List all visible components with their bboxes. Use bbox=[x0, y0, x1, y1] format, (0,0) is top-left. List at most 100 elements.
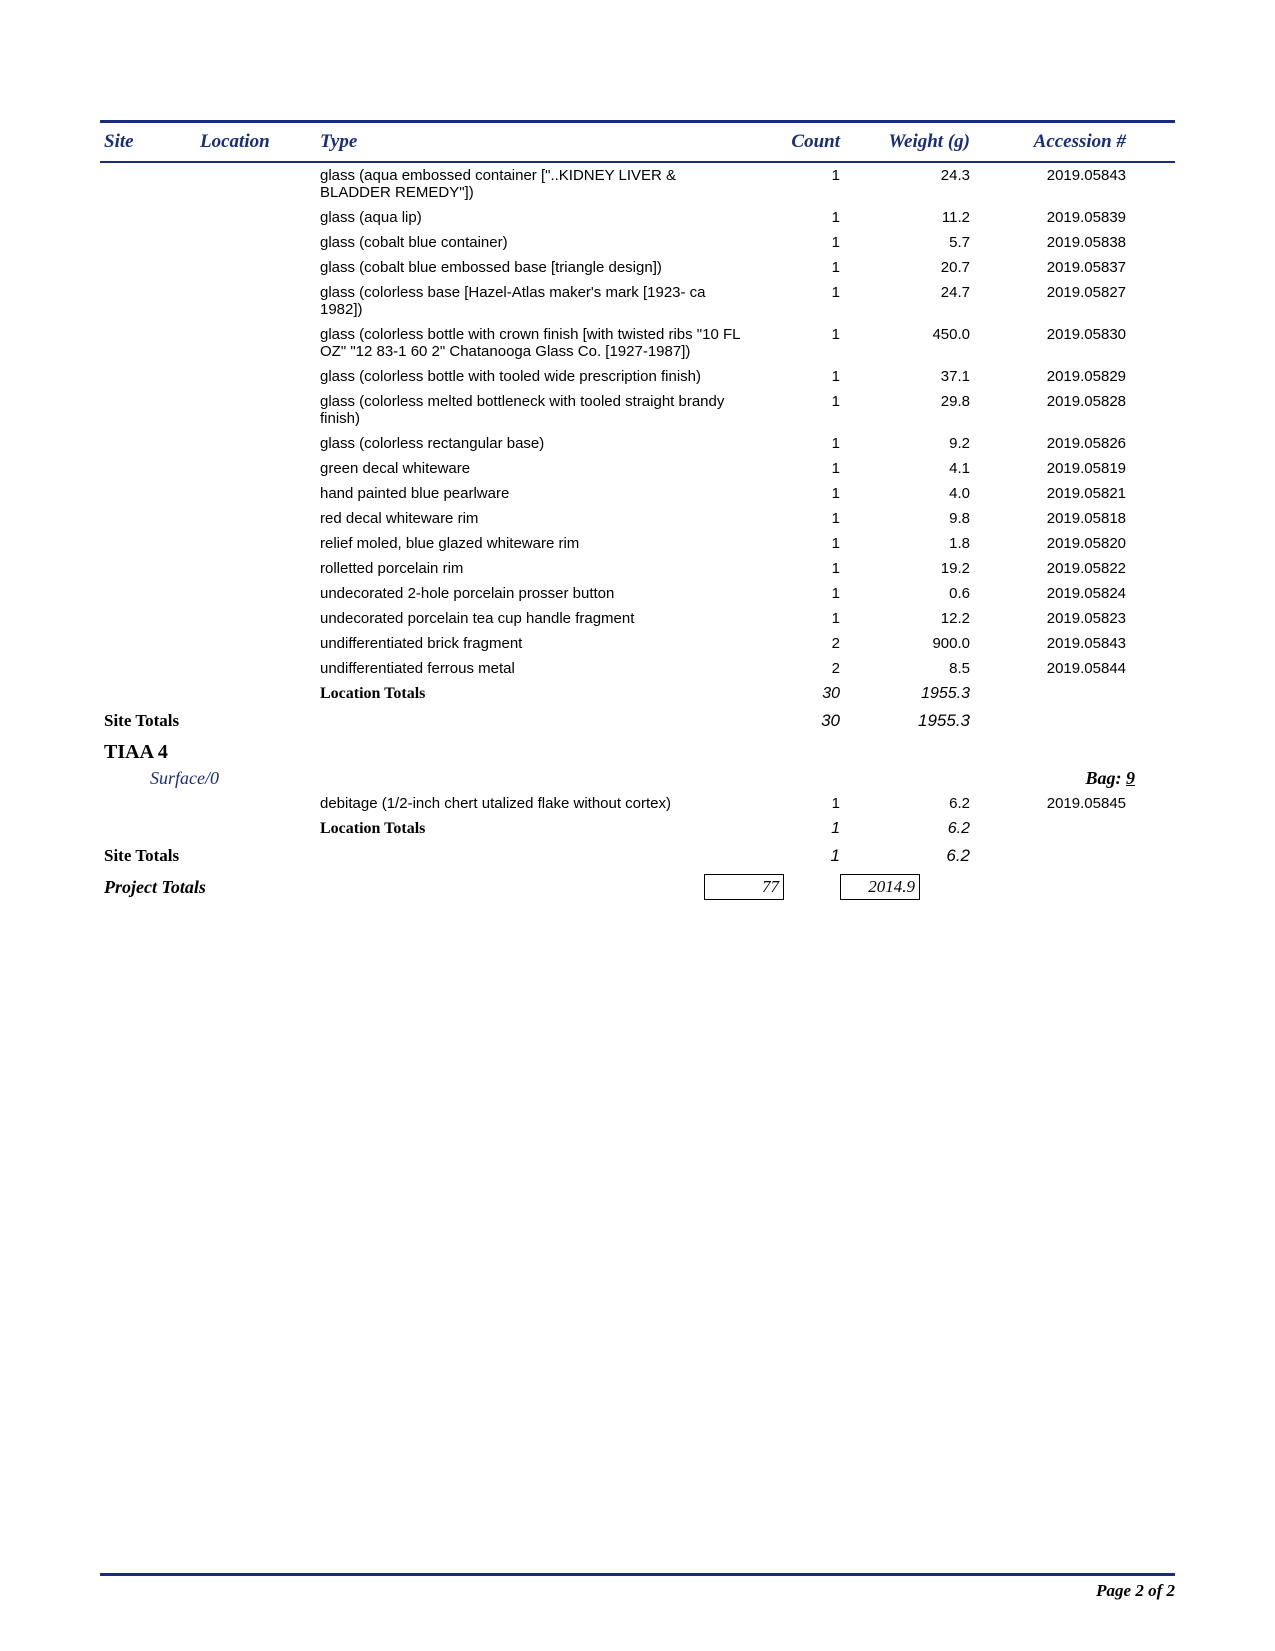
cell-type: glass (aqua embossed container ["..KIDNE… bbox=[320, 167, 750, 201]
site-totals-weight: 1955.3 bbox=[840, 711, 970, 731]
cell-weight: 24.7 bbox=[840, 284, 970, 318]
cell-type: glass (colorless bottle with tooled wide… bbox=[320, 368, 750, 385]
cell-accession: 2019.05821 bbox=[970, 485, 1130, 502]
project-totals-row: Project Totals 77 2014.9 bbox=[100, 870, 1175, 904]
cell-weight: 1.8 bbox=[840, 535, 970, 552]
cell-accession: 2019.05844 bbox=[970, 660, 1130, 677]
table-row: red decal whiteware rim19.82019.05818 bbox=[100, 506, 1175, 531]
cell-weight: 20.7 bbox=[840, 259, 970, 276]
table-row: undecorated 2-hole porcelain prosser but… bbox=[100, 581, 1175, 606]
table-row: debitage (1/2-inch chert utalized flake … bbox=[100, 791, 1175, 816]
table-row: relief moled, blue glazed whiteware rim 1… bbox=[100, 531, 1175, 556]
cell-count: 2 bbox=[750, 660, 840, 677]
cell-weight: 9.8 bbox=[840, 510, 970, 527]
cell-weight: 4.0 bbox=[840, 485, 970, 502]
bag-number: 9 bbox=[1126, 768, 1135, 788]
table-row: undifferentiated brick fragment2900.0201… bbox=[100, 631, 1175, 656]
cell-accession: 2019.05819 bbox=[970, 460, 1130, 477]
cell-count: 1 bbox=[750, 368, 840, 385]
table-row: glass (colorless bottle with crown finis… bbox=[100, 322, 1175, 364]
location-totals-label: Location Totals bbox=[320, 820, 750, 838]
cell-type: glass (aqua lip) bbox=[320, 209, 750, 226]
cell-weight: 8.5 bbox=[840, 660, 970, 677]
location-totals-count: 1 bbox=[750, 820, 840, 838]
cell-accession: 2019.05830 bbox=[970, 326, 1130, 360]
table-header: Site Location Type Count Weight (g) Acce… bbox=[100, 120, 1175, 163]
location-totals-row-1: Location Totals 30 1955.3 bbox=[100, 681, 1175, 707]
cell-weight: 450.0 bbox=[840, 326, 970, 360]
table-row: hand painted blue pearlware14.02019.0582… bbox=[100, 481, 1175, 506]
cell-weight: 11.2 bbox=[840, 209, 970, 226]
location-totals-weight: 6.2 bbox=[840, 820, 970, 838]
site-totals-label: Site Totals bbox=[100, 711, 750, 731]
surface-row-2: Surface/0 Bag: 9 bbox=[100, 766, 1175, 791]
cell-type: undecorated porcelain tea cup handle fra… bbox=[320, 610, 750, 627]
cell-weight: 19.2 bbox=[840, 560, 970, 577]
cell-accession: 2019.05843 bbox=[970, 167, 1130, 201]
cell-count: 1 bbox=[750, 585, 840, 602]
cell-count: 1 bbox=[750, 485, 840, 502]
data-rows-section-2: debitage (1/2-inch chert utalized flake … bbox=[100, 791, 1175, 816]
bag-prefix: Bag: bbox=[1086, 768, 1127, 788]
cell-accession: 2019.05826 bbox=[970, 435, 1130, 452]
cell-accession: 2019.05845 bbox=[970, 795, 1130, 812]
cell-count: 1 bbox=[750, 259, 840, 276]
cell-accession: 2019.05820 bbox=[970, 535, 1130, 552]
cell-weight: 5.7 bbox=[840, 234, 970, 251]
project-totals-weight: 2014.9 bbox=[840, 874, 920, 900]
table-row: glass (colorless bottle with tooled wide… bbox=[100, 364, 1175, 389]
site-totals-row-2: Site Totals 1 6.2 bbox=[100, 842, 1175, 870]
cell-accession: 2019.05843 bbox=[970, 635, 1130, 652]
header-type: Type bbox=[320, 131, 750, 153]
project-totals-count: 77 bbox=[704, 874, 784, 900]
cell-count: 1 bbox=[750, 326, 840, 360]
cell-count: 2 bbox=[750, 635, 840, 652]
page-container: Site Location Type Count Weight (g) Acce… bbox=[0, 0, 1275, 964]
cell-count: 1 bbox=[750, 209, 840, 226]
header-count: Count bbox=[750, 131, 840, 153]
data-rows-section-1: glass (aqua embossed container ["..KIDNE… bbox=[100, 163, 1175, 681]
cell-accession: 2019.05838 bbox=[970, 234, 1130, 251]
cell-count: 1 bbox=[750, 167, 840, 201]
cell-type: glass (cobalt blue embossed base [triang… bbox=[320, 259, 750, 276]
cell-count: 1 bbox=[750, 510, 840, 527]
header-weight: Weight (g) bbox=[840, 131, 970, 153]
bag-label: Bag: 9 bbox=[1086, 768, 1176, 789]
cell-count: 1 bbox=[750, 460, 840, 477]
cell-weight: 24.3 bbox=[840, 167, 970, 201]
cell-count: 1 bbox=[750, 393, 840, 427]
cell-weight: 0.6 bbox=[840, 585, 970, 602]
page-number: Page 2 of 2 bbox=[1096, 1581, 1175, 1601]
cell-weight: 9.2 bbox=[840, 435, 970, 452]
surface-label: Surface/0 bbox=[150, 768, 1086, 789]
header-accession: Accession # bbox=[970, 131, 1130, 153]
cell-count: 1 bbox=[750, 610, 840, 627]
table-row: rolletted porcelain rim119.22019.05822 bbox=[100, 556, 1175, 581]
cell-type: undifferentiated brick fragment bbox=[320, 635, 750, 652]
cell-accession: 2019.05839 bbox=[970, 209, 1130, 226]
cell-type: undecorated 2-hole porcelain prosser but… bbox=[320, 585, 750, 602]
cell-type: hand painted blue pearlware bbox=[320, 485, 750, 502]
cell-accession: 2019.05837 bbox=[970, 259, 1130, 276]
cell-accession: 2019.05827 bbox=[970, 284, 1130, 318]
cell-type: glass (colorless rectangular base) bbox=[320, 435, 750, 452]
cell-count: 1 bbox=[750, 560, 840, 577]
cell-accession: 2019.05824 bbox=[970, 585, 1130, 602]
site-totals-count: 1 bbox=[750, 846, 840, 866]
location-totals-weight: 1955.3 bbox=[840, 685, 970, 703]
cell-type: undifferentiated ferrous metal bbox=[320, 660, 750, 677]
cell-type: relief moled, blue glazed whiteware rim bbox=[320, 535, 750, 552]
table-row: glass (colorless rectangular base)19.220… bbox=[100, 431, 1175, 456]
cell-accession: 2019.05818 bbox=[970, 510, 1130, 527]
location-totals-row-2: Location Totals 1 6.2 bbox=[100, 816, 1175, 842]
location-totals-count: 30 bbox=[750, 685, 840, 703]
table-row: glass (cobalt blue embossed base [triang… bbox=[100, 255, 1175, 280]
site-totals-weight: 6.2 bbox=[840, 846, 970, 866]
cell-count: 1 bbox=[750, 284, 840, 318]
cell-type: green decal whiteware bbox=[320, 460, 750, 477]
table-row: green decal whiteware14.12019.05819 bbox=[100, 456, 1175, 481]
cell-weight: 29.8 bbox=[840, 393, 970, 427]
table-row: glass (cobalt blue container)15.72019.05… bbox=[100, 230, 1175, 255]
cell-accession: 2019.05828 bbox=[970, 393, 1130, 427]
cell-accession: 2019.05822 bbox=[970, 560, 1130, 577]
